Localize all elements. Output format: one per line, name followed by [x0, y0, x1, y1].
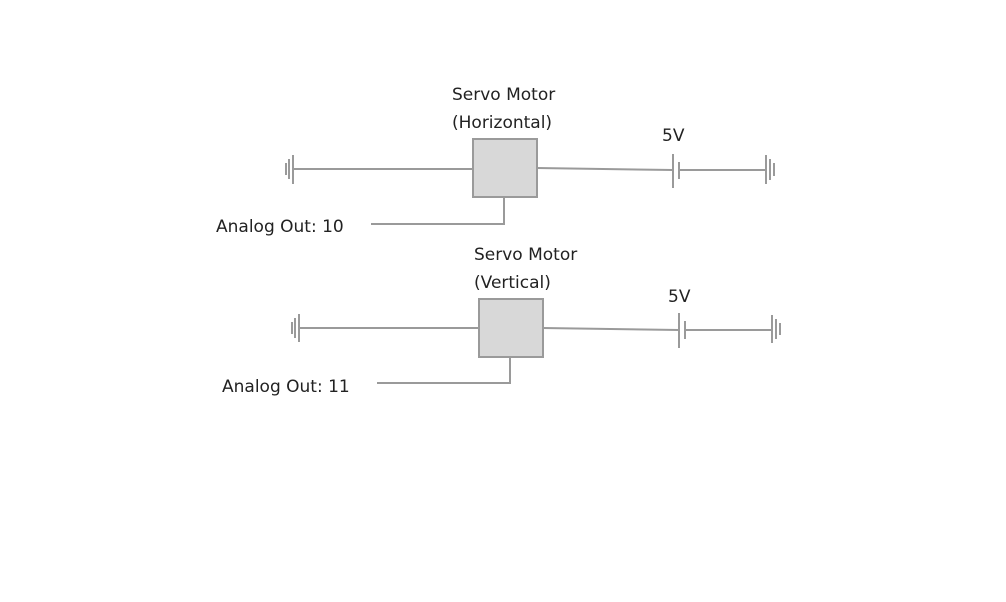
right-ground-icon: [765, 155, 775, 184]
battery-icon: [678, 313, 686, 348]
voltage-label: 5V: [662, 126, 685, 146]
circuit-vertical: Servo Motor (Vertical) 5V Analog Out: 11: [222, 245, 781, 397]
servo-subtitle: (Horizontal): [452, 113, 552, 133]
signal-label: Analog Out: 11: [222, 377, 350, 397]
circuit-horizontal: Servo Motor (Horizontal) 5V Analog Out: …: [216, 85, 775, 237]
servo-to-battery-wire: [536, 167, 674, 171]
servo-motor-icon: [472, 138, 538, 198]
servo-title: Servo Motor: [474, 245, 577, 265]
battery-icon: [672, 154, 680, 188]
servo-subtitle: (Vertical): [474, 273, 551, 293]
signal-label: Analog Out: 10: [216, 217, 344, 237]
voltage-label: 5V: [668, 287, 691, 307]
left-ground-icon: [291, 314, 300, 342]
signal-wire: [371, 197, 505, 225]
servo-motor-icon: [478, 298, 544, 358]
right-ground-icon: [771, 315, 781, 343]
servo-title: Servo Motor: [452, 85, 555, 105]
signal-wire: [377, 357, 511, 384]
left-ground-icon: [285, 155, 294, 184]
servo-to-battery-wire: [542, 327, 680, 331]
